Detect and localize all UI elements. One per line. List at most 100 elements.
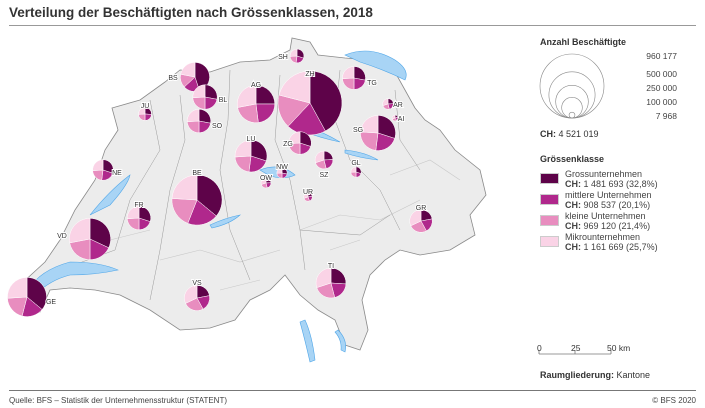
pie-slice [276, 167, 283, 174]
lakes [27, 50, 407, 363]
pie-slice [192, 84, 206, 99]
scale-bar [538, 350, 612, 355]
spatial-division: Raumgliederung: Kantone [540, 370, 650, 380]
class-ch-label: CH: [565, 242, 581, 252]
pie-sz: SZ [314, 150, 334, 180]
scale-tick-label: 25 [571, 343, 581, 353]
pie-slice [377, 115, 396, 139]
class-legend-item: kleine Unternehmen CH: 969 120 (21,4%) [565, 211, 650, 231]
pie-slice [288, 131, 301, 144]
canton-label: UR [303, 189, 313, 196]
class-name: Mikrounternehmen [565, 232, 641, 242]
pie-slice [278, 70, 311, 104]
canton-label: SZ [320, 172, 330, 179]
pie-slice [303, 192, 309, 199]
canton-borders [59, 69, 421, 301]
canton-label: AG [251, 82, 261, 89]
pie-ge: GE [7, 277, 57, 317]
size-legend-circle [555, 85, 589, 119]
class-swatch [540, 194, 559, 205]
switzerland-outline [11, 37, 487, 351]
canton-label: JU [141, 103, 150, 110]
class-legend-title: Grössenklasse [540, 154, 605, 164]
lake-constance [344, 50, 407, 81]
page-title: Verteilung der Beschäftigten nach Grösse… [9, 5, 373, 20]
class-legend-item: Grossunternehmen CH: 1 481 693 (32,8%) [565, 169, 658, 189]
pie-slice [92, 159, 104, 171]
pie-slice [260, 177, 267, 185]
source-note: Quelle: BFS – Statistik der Unternehmens… [9, 396, 227, 405]
pie-lu: LU [234, 135, 268, 173]
canton-label: VS [192, 280, 202, 287]
pie-slice [234, 139, 252, 158]
canton-label: AI [398, 116, 405, 123]
class-swatch [540, 236, 559, 247]
canton-label: NW [276, 164, 288, 171]
class-swatch [540, 173, 559, 184]
pie-slice [314, 150, 325, 164]
size-legend-title: Anzahl Beschäftigte [540, 37, 627, 47]
pie-vs: VS [184, 279, 210, 311]
canton-label: OW [260, 175, 272, 182]
pie-slice [7, 277, 28, 299]
size-legend-circle [561, 97, 583, 119]
pie-tg: TG [342, 66, 378, 90]
pie-ur: UR [302, 188, 314, 202]
size-legend-value: 500 000 [646, 69, 677, 79]
pie-zg: ZG [282, 131, 312, 155]
class-swatch [540, 215, 559, 226]
lake-thun [209, 214, 242, 229]
footer-divider [9, 390, 696, 391]
canton-label: SO [212, 123, 223, 130]
pie-slice [186, 108, 200, 123]
pie-slice [69, 218, 91, 244]
class-legend-item: mittlere Unternehmen CH: 908 537 (20,1%) [565, 190, 652, 210]
pie-fr: FR [126, 201, 151, 231]
lake-maggiore [299, 319, 316, 363]
canton-label: FR [134, 202, 143, 209]
canton-label: LU [247, 136, 256, 143]
canton-label: SH [278, 54, 288, 61]
class-ch-label: CH: [565, 200, 581, 210]
pie-be: BE [171, 169, 223, 226]
pie-slice [180, 62, 196, 78]
class-ch-value: 908 537 (20,1%) [583, 200, 651, 210]
class-ch-value: 1 481 693 (32,8%) [583, 179, 658, 189]
canton-label: TG [367, 80, 377, 87]
pie-zh: ZH [277, 70, 343, 136]
class-ch-label: CH: [565, 221, 581, 231]
pie-bl: BL [192, 84, 228, 110]
size-legend-value: 100 000 [646, 97, 677, 107]
canton-label: GL [351, 160, 360, 167]
pie-bs: BS [167, 62, 210, 92]
size-legend-circle [548, 71, 596, 119]
canton-label: TI [328, 263, 334, 270]
ch-total-label: CH: [540, 129, 556, 139]
lake-geneva [27, 261, 119, 296]
ch-total-value: 4 521 019 [558, 129, 599, 139]
canton-label: GE [46, 299, 56, 306]
pie-ti: TI [315, 262, 347, 299]
canton-label: VD [57, 233, 67, 240]
pie-sg: SG [352, 115, 396, 151]
canton-label: GR [416, 205, 427, 212]
map-terrain [11, 37, 487, 351]
size-legend-value: 7 968 [655, 111, 677, 121]
scale-tick-label: 0 [537, 343, 542, 353]
pie-slice [126, 205, 140, 220]
class-ch-value: 969 120 (21,4%) [583, 221, 651, 231]
class-name: Grossunternehmen [565, 169, 643, 179]
class-ch-label: CH: [565, 179, 581, 189]
canton-label: AR [393, 102, 403, 109]
pie-slice [184, 285, 198, 304]
size-legend-circle [568, 111, 576, 119]
pie-ju: JU [138, 102, 152, 121]
lake-walen [344, 149, 379, 161]
pie-slice [92, 169, 104, 181]
pie-slice [382, 98, 389, 106]
copyright: © BFS 2020 [652, 396, 696, 405]
canton-pies: ZH BE VD GE AG SG LU BS TI BL VS SO FR ZG GR TG NE SZ SH JU… [7, 48, 433, 317]
canton-label: ZG [283, 141, 293, 148]
pie-slice [236, 84, 257, 108]
